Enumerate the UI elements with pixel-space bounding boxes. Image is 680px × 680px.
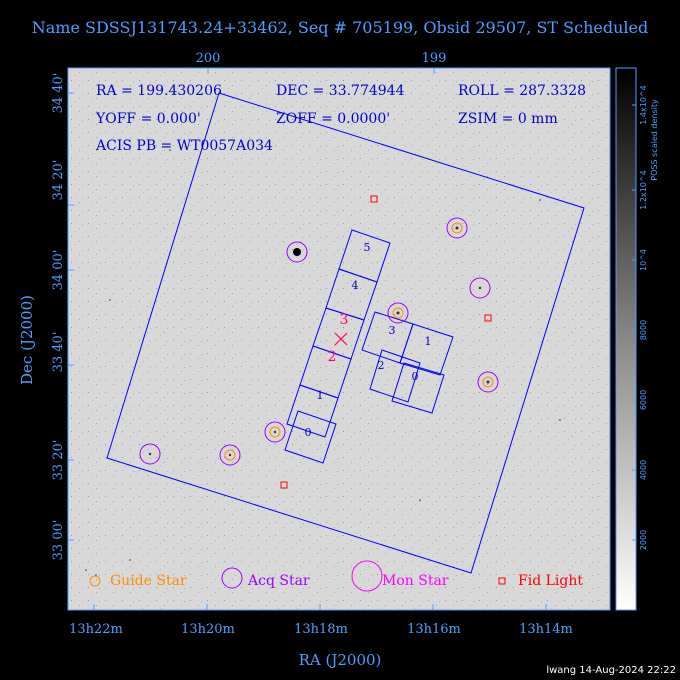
- y-tick-label: 34 40': [51, 73, 66, 114]
- info-acis: ACIS PB = WT0057A034: [95, 138, 273, 154]
- sky-image: [67, 67, 611, 611]
- colorbar-tick-label: 4000: [639, 460, 648, 480]
- acis-i-chips: [284, 229, 391, 464]
- acq-stars: [139, 217, 499, 466]
- chip-label-s3: 3: [389, 324, 396, 337]
- colorbar-tick-label: 1.2x10^4: [639, 170, 648, 209]
- x-tick-label: 13h22m: [69, 622, 123, 637]
- y-tick-label: 34 00': [51, 250, 66, 291]
- fid-number-3: 3: [340, 312, 349, 328]
- fid-lights: [280, 195, 492, 489]
- colorbar-label: POSS scaled density: [650, 99, 659, 181]
- y-tick-label: 33 00': [51, 520, 66, 561]
- fov-boundary: [106, 92, 585, 574]
- plot-title: Name SDSSJ131743.24+33462, Seq # 705199,…: [31, 18, 649, 37]
- fid-number-2: 2: [328, 349, 337, 365]
- legend-acq-label: Acq Star: [247, 573, 310, 589]
- info-zsim: ZSIM = 0 mm: [458, 111, 558, 127]
- colorbar-tick-label: 1.4x10^4: [639, 85, 648, 124]
- chip-label-i0: 0: [305, 426, 312, 439]
- y-tick-label: 33 40': [51, 332, 66, 373]
- legend-guide-label: Guide Star: [110, 573, 187, 589]
- legend-mon-label: Mon Star: [382, 573, 449, 589]
- colorbar-tick-label: 6000: [639, 390, 648, 410]
- chip-label-s2: 2: [378, 359, 385, 372]
- colorbar-tick-label: 10^4: [639, 249, 648, 271]
- legend-fid-label: Fid Light: [518, 573, 583, 589]
- y-tick-label: 34 20': [51, 160, 66, 201]
- x-tick-label: 13h16m: [407, 622, 461, 637]
- legend: Guide Star Acq Star Mon Star Fid Light: [89, 560, 583, 592]
- target-x-marker: [334, 332, 348, 346]
- chip-label-i5: 5: [364, 241, 371, 254]
- colorbar-tick-label: 8000: [639, 320, 648, 340]
- info-yoff: YOFF = 0.000': [95, 111, 201, 127]
- colorbar-tick-label: 2000: [639, 530, 648, 550]
- acis-s-chips: [361, 311, 454, 414]
- timestamp: lwang 14-Aug-2024 22:22: [546, 665, 676, 676]
- x-tick-label: 13h14m: [519, 622, 573, 637]
- chip-label-s0: 0: [412, 370, 419, 383]
- y-axis-label: Dec (J2000): [18, 295, 36, 385]
- info-ra: RA = 199.430206: [96, 83, 222, 99]
- info-roll: ROLL = 287.3328: [458, 83, 586, 99]
- y-tick-label: 33 20': [51, 440, 66, 481]
- chip-label-i4: 4: [352, 279, 359, 292]
- chip-label-s1: 1: [425, 335, 432, 348]
- guide-stars: [224, 222, 494, 461]
- colorbar: [615, 67, 637, 611]
- top-tick-label: 199: [422, 51, 447, 66]
- top-tick-label: 200: [196, 51, 221, 66]
- chip-label-i1: 1: [317, 389, 324, 402]
- x-tick-label: 13h20m: [181, 622, 235, 637]
- info-dec: DEC = 33.774944: [276, 83, 405, 99]
- info-zoff: ZOFF = 0.0000': [276, 111, 390, 127]
- x-tick-label: 13h18m: [294, 622, 348, 637]
- x-axis-label: RA (J2000): [299, 651, 382, 669]
- field-stars: [85, 149, 561, 576]
